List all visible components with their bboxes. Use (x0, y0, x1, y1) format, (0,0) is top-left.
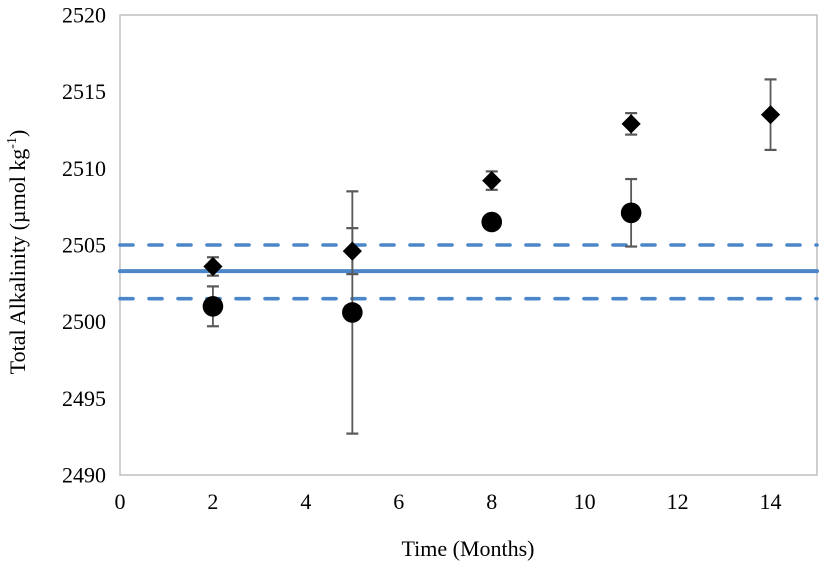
data-point-circle-x5 (342, 302, 363, 323)
data-point-circle-x11 (620, 202, 642, 224)
y-axis-title-superscript: -1 (5, 137, 20, 149)
y-axis-title: Total Alkalinity (µmol kg-1) (5, 130, 30, 375)
x-tick-label: 4 (300, 489, 311, 514)
x-tick-label: 14 (760, 489, 782, 514)
data-point-diamond-x14 (760, 105, 781, 125)
x-tick-label: 6 (393, 489, 404, 514)
data-point-diamond-x5 (342, 241, 362, 261)
x-tick-label: 8 (486, 489, 497, 514)
y-tick-label: 2520 (62, 3, 106, 28)
y-tick-label: 2490 (62, 463, 106, 488)
data-point-diamond-x8 (482, 171, 502, 191)
y-tick-label: 2505 (62, 233, 106, 258)
data-point-circle-x8 (481, 211, 503, 233)
y-axis-title-group: Total Alkalinity (µmol kg-1) (5, 130, 30, 375)
x-tick-label: 2 (207, 489, 218, 514)
data-point-diamond-x2 (203, 256, 223, 277)
y-tick-label: 2515 (62, 79, 106, 104)
x-tick-label: 12 (667, 489, 689, 514)
x-tick-label: 10 (574, 489, 596, 514)
x-axis-title: Time (Months) (401, 536, 534, 561)
y-axis-title-text: ) (5, 130, 30, 137)
y-tick-label: 2495 (62, 386, 106, 411)
y-tick-label: 2500 (62, 309, 106, 334)
y-axis-title-text: Total Alkalinity (µmol kg (5, 149, 30, 375)
x-tick-label: 0 (115, 489, 126, 514)
data-point-diamond-x11 (621, 114, 641, 134)
data-point-circle-x2 (202, 296, 224, 317)
y-tick-label: 2510 (62, 156, 106, 181)
